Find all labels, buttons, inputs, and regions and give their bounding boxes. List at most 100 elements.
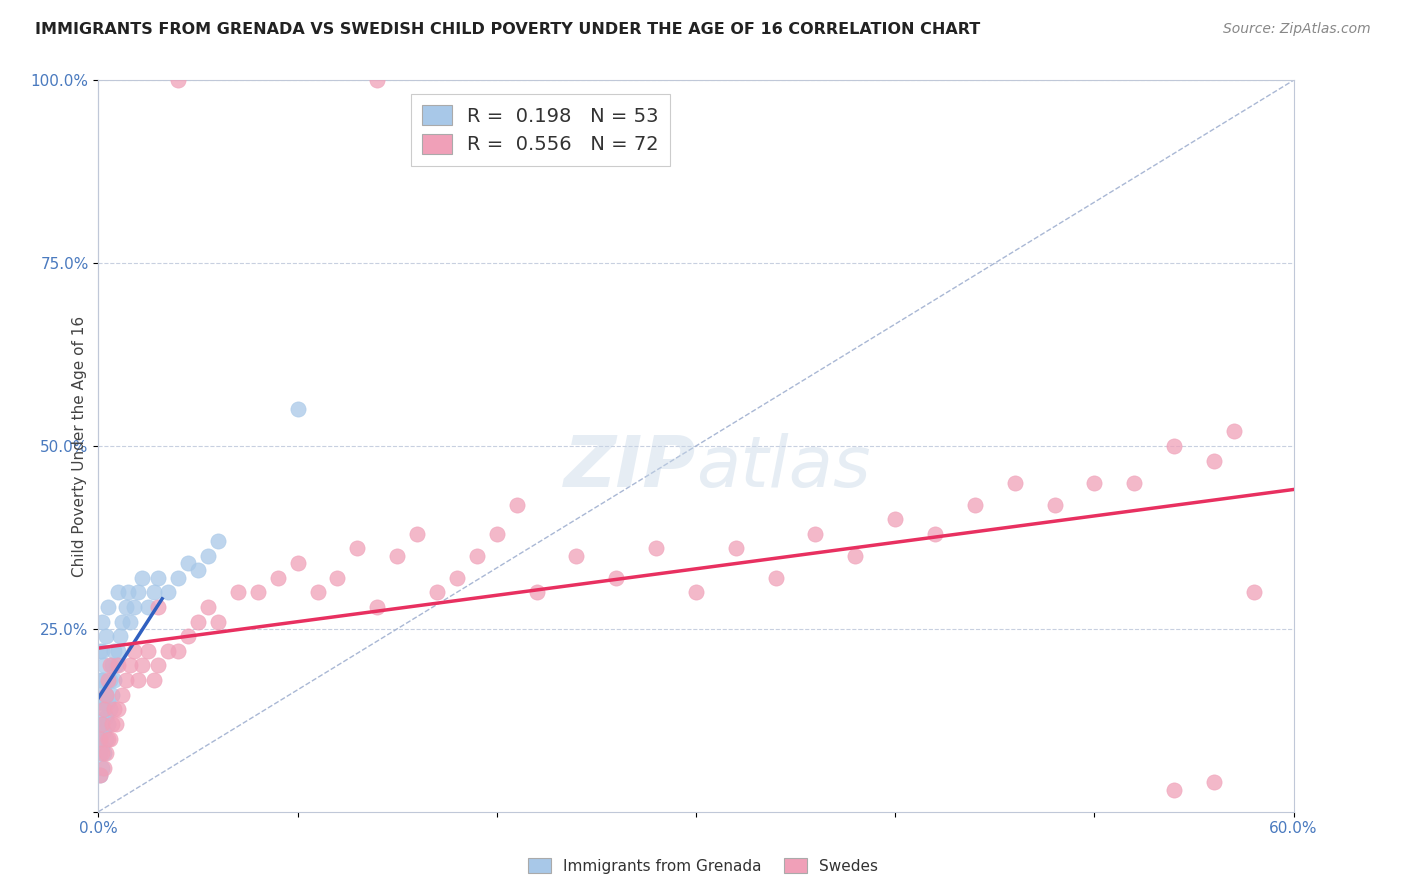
Point xyxy=(103,673,125,687)
Point xyxy=(131,571,153,585)
Point xyxy=(465,549,488,563)
Point xyxy=(565,549,588,563)
Point xyxy=(91,739,114,753)
Point xyxy=(346,541,368,556)
Point xyxy=(1243,585,1265,599)
Point xyxy=(91,673,114,687)
Point xyxy=(89,644,111,658)
Point xyxy=(117,585,139,599)
Point xyxy=(1083,475,1105,490)
Text: atlas: atlas xyxy=(696,434,870,502)
Point xyxy=(91,717,114,731)
Point xyxy=(101,688,124,702)
Point xyxy=(506,498,529,512)
Point xyxy=(107,702,129,716)
Point xyxy=(124,599,146,614)
Point xyxy=(91,615,114,629)
Point xyxy=(426,585,449,599)
Point xyxy=(89,768,111,782)
Point xyxy=(884,512,907,526)
Point xyxy=(89,673,111,687)
Point xyxy=(115,599,138,614)
Point xyxy=(167,644,190,658)
Point xyxy=(307,585,329,599)
Point xyxy=(93,702,115,716)
Point xyxy=(207,534,229,549)
Point xyxy=(1043,498,1066,512)
Point xyxy=(187,615,209,629)
Point xyxy=(96,629,118,643)
Point xyxy=(724,541,747,556)
Point xyxy=(97,731,120,746)
Point xyxy=(101,717,124,731)
Point xyxy=(167,571,190,585)
Point xyxy=(93,761,115,775)
Point xyxy=(96,746,118,760)
Point xyxy=(96,709,118,723)
Point xyxy=(148,658,170,673)
Point xyxy=(89,695,111,709)
Point xyxy=(1123,475,1146,490)
Point xyxy=(131,658,153,673)
Point xyxy=(157,644,180,658)
Point xyxy=(924,526,946,541)
Point xyxy=(91,717,114,731)
Point xyxy=(187,563,209,577)
Point xyxy=(98,658,122,673)
Point xyxy=(91,761,114,775)
Point xyxy=(124,644,146,658)
Point xyxy=(287,402,309,417)
Point xyxy=(110,629,132,643)
Point xyxy=(96,731,118,746)
Point xyxy=(115,673,138,687)
Point xyxy=(98,673,122,687)
Point xyxy=(120,658,142,673)
Point xyxy=(1202,775,1225,789)
Point xyxy=(97,599,120,614)
Point xyxy=(645,541,668,556)
Point xyxy=(844,549,866,563)
Point xyxy=(103,702,125,716)
Point xyxy=(136,644,159,658)
Point xyxy=(105,717,128,731)
Legend: Immigrants from Grenada, Swedes: Immigrants from Grenada, Swedes xyxy=(522,852,884,880)
Point xyxy=(101,658,124,673)
Point xyxy=(197,549,219,563)
Point xyxy=(765,571,787,585)
Point xyxy=(89,717,111,731)
Point xyxy=(246,585,269,599)
Point xyxy=(148,571,170,585)
Point xyxy=(226,585,249,599)
Text: Source: ZipAtlas.com: Source: ZipAtlas.com xyxy=(1223,22,1371,37)
Point xyxy=(93,702,115,716)
Point xyxy=(89,731,111,746)
Point xyxy=(97,717,120,731)
Point xyxy=(197,599,219,614)
Point xyxy=(1004,475,1026,490)
Point xyxy=(963,498,986,512)
Point xyxy=(105,658,128,673)
Point xyxy=(366,599,388,614)
Point xyxy=(1163,782,1185,797)
Point xyxy=(136,599,159,614)
Point xyxy=(1223,425,1246,439)
Point xyxy=(1163,439,1185,453)
Point xyxy=(120,615,142,629)
Point xyxy=(385,549,409,563)
Point xyxy=(485,526,508,541)
Point xyxy=(98,731,122,746)
Point xyxy=(177,629,200,643)
Point xyxy=(107,585,129,599)
Point xyxy=(127,585,149,599)
Point xyxy=(605,571,627,585)
Text: ZIP: ZIP xyxy=(564,434,696,502)
Point xyxy=(287,556,309,570)
Point xyxy=(366,73,388,87)
Point xyxy=(143,673,166,687)
Point xyxy=(89,746,111,760)
Point xyxy=(1202,453,1225,467)
Point xyxy=(148,599,170,614)
Point xyxy=(111,615,134,629)
Point xyxy=(177,556,200,570)
Point xyxy=(127,673,149,687)
